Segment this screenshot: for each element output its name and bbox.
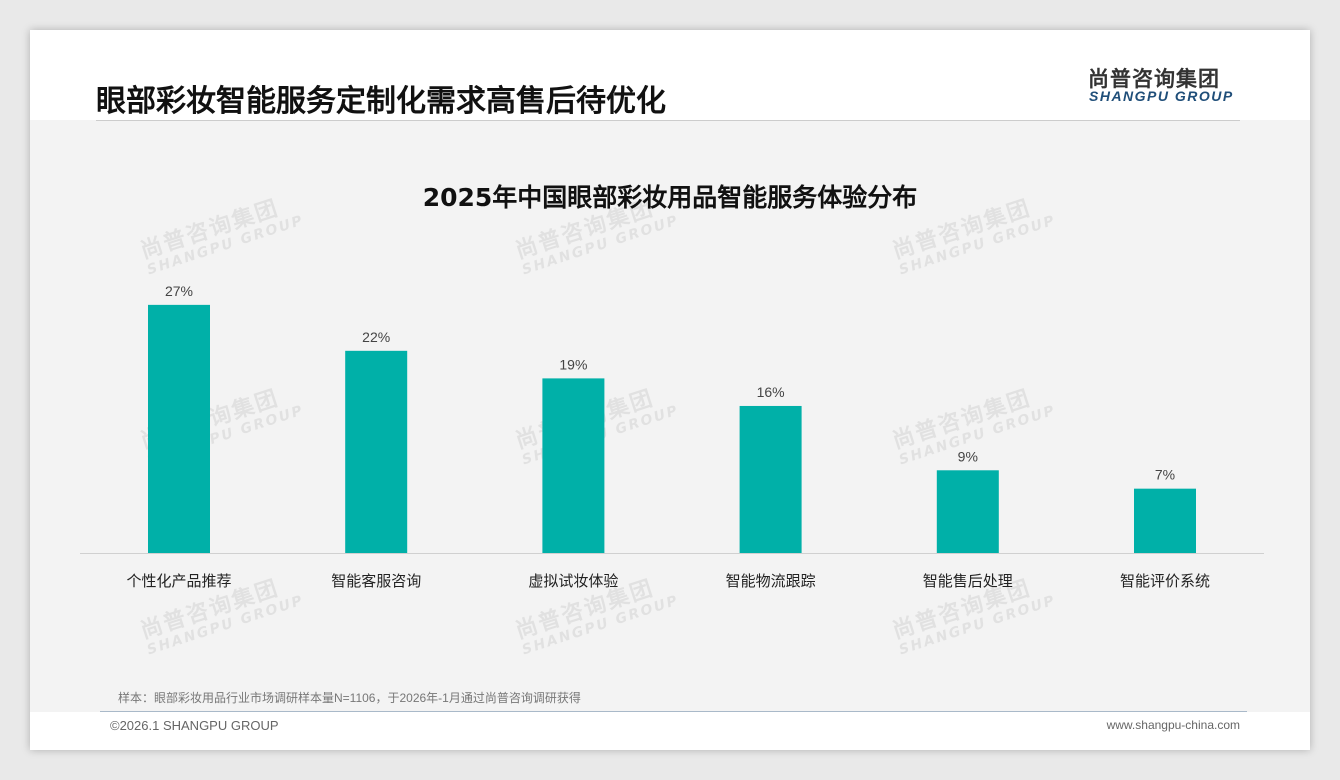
category-label: 智能客服咨询	[331, 572, 421, 590]
page-title: 眼部彩妆智能服务定制化需求高售后待优化	[96, 84, 666, 119]
slide: 眼部彩妆智能服务定制化需求高售后待优化 尚普咨询集团 SHANGPU GROUP	[30, 30, 1310, 750]
bar	[345, 350, 408, 553]
bar	[148, 304, 210, 553]
data-label: 19%	[559, 356, 587, 372]
sample-note: 样本：眼部彩妆用品行业市场调研样本量N=1106，于2026年-1月通过尚普咨询…	[118, 691, 581, 705]
category-label: 虚拟试妆体验	[528, 572, 618, 590]
data-label: 9%	[958, 448, 978, 464]
data-label: 7%	[1155, 467, 1175, 483]
logo-cn: 尚普咨询集团	[1088, 67, 1220, 91]
chart-title: 2025年中国眼部彩妆用品智能服务体验分布	[422, 183, 918, 212]
bar	[936, 470, 999, 553]
website: www.shangpu-china.com	[1106, 718, 1240, 732]
category-label: 智能物流跟踪	[726, 572, 816, 590]
category-label: 智能售后处理	[923, 572, 1013, 590]
data-label: 22%	[362, 329, 390, 345]
logo-en: SHANGPU GROUP	[1089, 88, 1234, 104]
data-label: 16%	[757, 384, 785, 400]
footer-divider	[100, 711, 1247, 712]
plot-background	[30, 120, 1310, 712]
bar	[542, 378, 605, 553]
bar	[739, 405, 802, 553]
category-label: 个性化产品推荐	[126, 572, 231, 590]
bar	[1134, 488, 1196, 553]
divider	[96, 120, 1240, 121]
copyright: ©2026.1 SHANGPU GROUP	[110, 718, 279, 733]
data-label: 27%	[165, 283, 193, 299]
category-label: 智能评价系统	[1120, 572, 1210, 590]
